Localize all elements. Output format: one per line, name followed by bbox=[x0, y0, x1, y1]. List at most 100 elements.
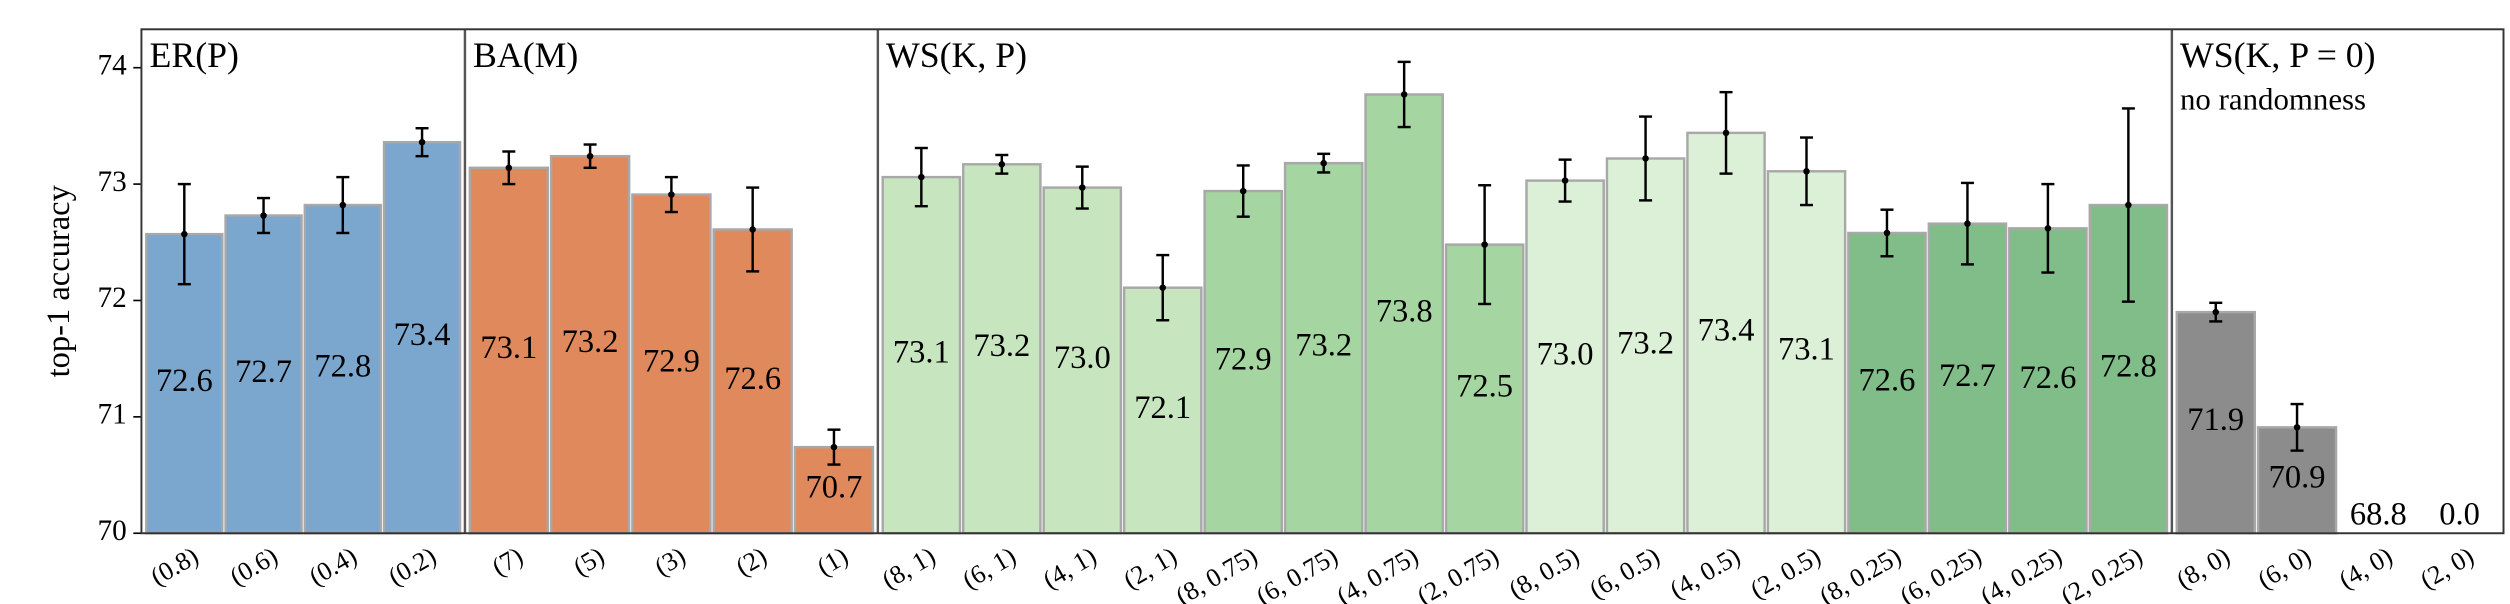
error-bar bbox=[995, 153, 1009, 175]
value-label: 73.2 bbox=[973, 328, 1030, 364]
error-bar bbox=[1719, 90, 1733, 175]
error-bar bbox=[1397, 60, 1411, 129]
error-bar bbox=[1317, 152, 1331, 174]
error-bar-center bbox=[1964, 220, 1971, 227]
error-bar-center bbox=[2212, 308, 2220, 316]
y-tick-label: 72 bbox=[98, 282, 127, 314]
x-tick-label: (4, 0.75) bbox=[1332, 541, 1423, 604]
value-label: 73.4 bbox=[1698, 313, 1755, 349]
error-bar-center bbox=[1642, 155, 1649, 162]
y-tick-label: 71 bbox=[98, 399, 127, 431]
error-bar-center bbox=[586, 152, 594, 160]
x-tick-label: (0.4) bbox=[304, 541, 362, 591]
x-tick-label: (3) bbox=[650, 541, 691, 581]
x-tick-label: (8, 0.5) bbox=[1504, 541, 1584, 604]
error-bar bbox=[2209, 301, 2223, 323]
value-label: 72.7 bbox=[235, 354, 292, 390]
value-label: 73.0 bbox=[1054, 340, 1111, 376]
error-bar bbox=[914, 146, 928, 208]
bar bbox=[1122, 286, 1203, 535]
error-bar-center bbox=[2044, 225, 2052, 232]
value-label: 73.2 bbox=[562, 324, 619, 360]
error-bar bbox=[336, 175, 350, 235]
x-tick-label: (4, 0) bbox=[2334, 541, 2397, 594]
error-bar-center bbox=[505, 164, 513, 172]
error-bar-center bbox=[1722, 129, 1730, 137]
value-label: 72.9 bbox=[643, 343, 700, 379]
error-bar-center bbox=[1400, 91, 1408, 98]
error-bar-center bbox=[830, 443, 838, 451]
error-bar bbox=[664, 175, 678, 214]
error-bar-center bbox=[181, 230, 188, 238]
error-bar bbox=[1960, 181, 1974, 266]
error-bar-center bbox=[1159, 284, 1166, 291]
x-tick-label: (2) bbox=[731, 541, 772, 581]
value-label: 72.6 bbox=[724, 361, 781, 397]
value-label: 73.8 bbox=[1376, 293, 1433, 329]
error-bar bbox=[177, 182, 191, 286]
error-bar bbox=[502, 150, 516, 186]
bar bbox=[881, 175, 962, 535]
x-tick-label: (4, 1) bbox=[1038, 541, 1101, 594]
x-tick-label: (2, 0.5) bbox=[1745, 541, 1825, 604]
x-tick-label: (1) bbox=[812, 541, 853, 581]
error-bar bbox=[1639, 115, 1653, 202]
error-bar bbox=[257, 196, 271, 235]
error-bar-center bbox=[1481, 241, 1488, 248]
error-bar bbox=[415, 127, 429, 158]
x-tick-label: (0.8) bbox=[146, 541, 204, 591]
x-tick-label: (7) bbox=[487, 541, 528, 581]
error-bar-center bbox=[260, 212, 267, 219]
value-label: 72.8 bbox=[314, 349, 371, 385]
bar bbox=[382, 140, 462, 535]
value-label: 72.1 bbox=[1134, 390, 1191, 426]
error-bar bbox=[1236, 164, 1250, 218]
value-label: 72.9 bbox=[1215, 342, 1272, 378]
error-bar bbox=[1799, 136, 1814, 207]
bar bbox=[1847, 231, 1927, 535]
x-tick-label: (5) bbox=[568, 541, 609, 581]
error-bar-center bbox=[749, 226, 756, 233]
bar bbox=[2175, 310, 2256, 535]
error-bar bbox=[1880, 208, 1894, 258]
y-axis-label: top-1 accuracy bbox=[41, 184, 77, 377]
value-label: 72.6 bbox=[2019, 360, 2076, 396]
bar bbox=[2008, 227, 2088, 535]
group-title: ER(P) bbox=[150, 35, 239, 75]
bar bbox=[1525, 179, 1605, 535]
error-bar bbox=[1156, 253, 1170, 322]
x-tick-label: (6, 0.75) bbox=[1251, 541, 1342, 604]
error-bar bbox=[746, 186, 760, 273]
value-label: 72.6 bbox=[1859, 363, 1916, 399]
bar bbox=[1927, 222, 2008, 535]
value-label: 72.6 bbox=[156, 363, 213, 399]
x-tick-label: (0.6) bbox=[225, 541, 283, 591]
error-bar-center bbox=[1883, 229, 1891, 237]
error-bar-center bbox=[1320, 159, 1327, 167]
error-bar-center bbox=[918, 173, 925, 181]
bar bbox=[549, 154, 631, 535]
group-subtitle: no randomness bbox=[2180, 82, 2366, 117]
bar bbox=[961, 163, 1042, 535]
error-bar-center bbox=[1079, 184, 1086, 191]
value-label: 73.1 bbox=[1778, 332, 1835, 368]
error-bar-center bbox=[339, 201, 347, 209]
value-label: 73.1 bbox=[893, 335, 950, 371]
bar bbox=[712, 228, 793, 535]
group-title: BA(M) bbox=[473, 35, 578, 75]
error-bar-center bbox=[2125, 201, 2132, 209]
x-tick-label: (6, 0.5) bbox=[1584, 541, 1664, 604]
error-bar bbox=[2041, 182, 2055, 274]
error-bar-center bbox=[998, 161, 1006, 168]
bar bbox=[1042, 186, 1123, 535]
value-label: 73.0 bbox=[1537, 336, 1594, 372]
y-tick-label: 73 bbox=[98, 166, 127, 198]
x-tick-label: (2, 0.25) bbox=[2056, 541, 2147, 604]
x-tick-label: (8, 1) bbox=[877, 541, 940, 594]
error-bar bbox=[1558, 158, 1572, 203]
value-label: 73.2 bbox=[1295, 328, 1352, 364]
value-label: 73.4 bbox=[394, 317, 451, 353]
value-label: 0.0 bbox=[2439, 496, 2480, 532]
error-bar bbox=[2290, 402, 2304, 452]
